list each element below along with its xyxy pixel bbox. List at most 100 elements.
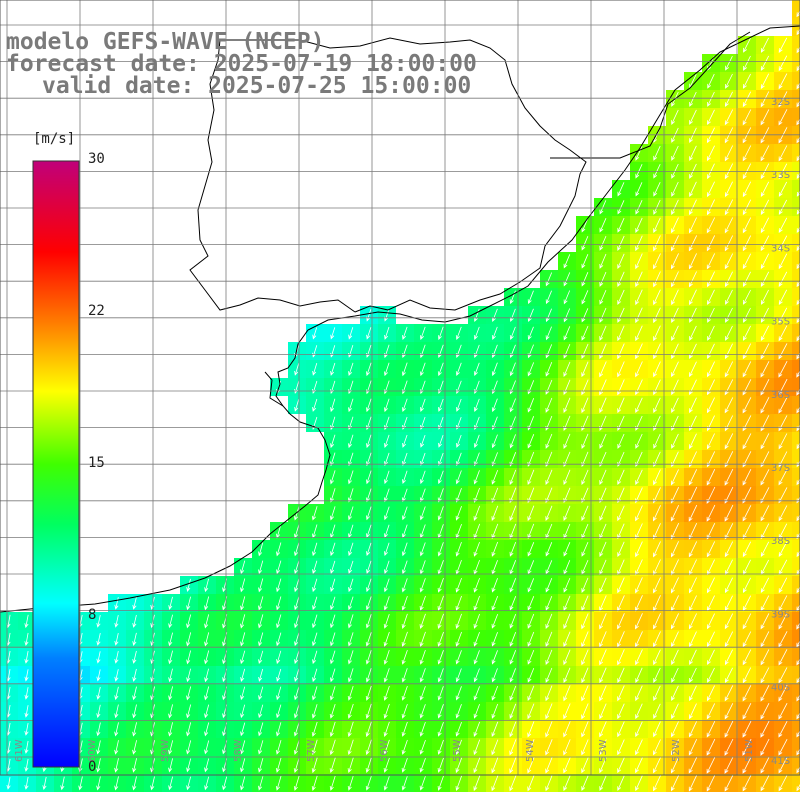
wind-arrow <box>581 379 589 396</box>
wind-arrow <box>365 703 372 719</box>
map-frame <box>0 0 800 776</box>
wind-arrow <box>778 397 788 414</box>
wind-arrow <box>635 343 643 360</box>
wind-arrow <box>96 669 101 682</box>
wind-arrow <box>617 505 625 522</box>
wind-arrow <box>724 145 734 162</box>
wind-arrow <box>742 91 752 108</box>
wind-arrow <box>742 738 752 756</box>
wind-arrow <box>760 37 769 53</box>
lat-label: 37S <box>771 463 790 474</box>
wind-arrow <box>724 397 734 414</box>
wind-arrow <box>742 109 752 126</box>
wind-arrow <box>743 37 751 53</box>
wind-arrow <box>383 578 390 593</box>
wind-speed-cell <box>792 414 800 432</box>
wind-arrow <box>545 775 553 792</box>
wind-arrow <box>653 559 661 576</box>
wind-arrow <box>635 253 643 270</box>
wind-arrow <box>725 343 733 360</box>
wind-arrow <box>438 416 444 430</box>
wind-arrow <box>455 326 462 340</box>
wind-arrow <box>455 452 462 467</box>
wind-arrow <box>456 434 462 448</box>
wind-arrow <box>419 631 426 647</box>
wind-arrow <box>420 416 426 430</box>
wind-arrow <box>724 685 734 702</box>
wind-arrow <box>527 649 535 665</box>
wind-arrow <box>796 550 800 558</box>
wind-arrow <box>527 613 535 629</box>
wind-arrow <box>742 145 752 162</box>
coastline <box>0 25 800 613</box>
wind-arrow <box>473 326 480 340</box>
wind-arrow <box>402 416 408 430</box>
wind-arrow <box>491 541 499 557</box>
wind-arrow <box>796 298 800 306</box>
wind-arrow <box>724 379 734 396</box>
wind-arrow <box>240 668 246 682</box>
wind-arrow <box>707 649 715 666</box>
wind-arrow <box>653 577 661 594</box>
wind-arrow <box>778 253 788 270</box>
wind-arrow <box>312 668 318 683</box>
wind-arrow <box>563 326 571 341</box>
wind-arrow <box>653 361 661 378</box>
wind-arrow <box>635 325 643 342</box>
wind-arrow <box>599 253 607 269</box>
wind-arrow <box>635 200 643 215</box>
wind-arrow <box>258 578 264 593</box>
wind-arrow <box>491 469 499 485</box>
wind-arrow <box>240 632 246 647</box>
wind-arrow <box>796 172 800 180</box>
wind-arrow <box>743 55 751 71</box>
wind-arrow <box>653 523 661 540</box>
wind-arrow <box>796 10 800 18</box>
wind-arrow <box>455 704 462 719</box>
lon-label: 52W <box>671 739 682 762</box>
wind-arrow <box>437 595 444 611</box>
wind-arrow <box>366 434 372 449</box>
wind-arrow <box>796 622 800 630</box>
wind-arrow <box>509 757 517 774</box>
wind-arrow <box>168 686 173 701</box>
wind-arrow <box>114 597 119 610</box>
wind-arrow <box>778 631 788 648</box>
wind-arrow <box>796 28 800 36</box>
wind-arrow <box>473 650 480 665</box>
wind-arrow <box>635 775 643 792</box>
wind-speed-cell <box>792 720 800 738</box>
wind-arrow <box>384 398 390 413</box>
wind-arrow <box>132 740 137 755</box>
wind-arrow <box>707 325 715 341</box>
wind-arrow <box>384 488 390 503</box>
wind-arrow <box>114 722 119 737</box>
wind-arrow <box>581 325 589 341</box>
wind-arrow <box>653 757 661 774</box>
wind-arrow <box>724 541 734 558</box>
wind-arrow <box>473 523 481 539</box>
wind-arrow <box>796 370 800 378</box>
wind-speed-cell <box>792 252 800 270</box>
wind-arrow <box>240 614 246 629</box>
wind-arrow <box>778 199 788 215</box>
wind-arrow <box>581 721 589 738</box>
wind-arrow <box>509 505 517 522</box>
wind-arrow <box>599 631 607 648</box>
wind-arrow <box>581 290 589 305</box>
wind-arrow <box>778 55 788 72</box>
wind-arrow <box>671 307 679 324</box>
wind-arrow <box>599 200 607 215</box>
wind-arrow <box>599 289 607 305</box>
colorbar-tick: 8 <box>88 607 97 623</box>
wind-arrow <box>455 613 462 629</box>
wind-arrow <box>689 181 697 198</box>
wind-arrow <box>689 361 697 378</box>
wind-arrow <box>563 739 571 756</box>
wind-arrow <box>706 703 716 720</box>
wind-arrow <box>778 505 788 522</box>
wind-arrow <box>347 668 354 683</box>
wind-speed-cell <box>792 378 800 396</box>
wind-arrow <box>473 505 481 521</box>
wind-arrow <box>724 486 734 504</box>
